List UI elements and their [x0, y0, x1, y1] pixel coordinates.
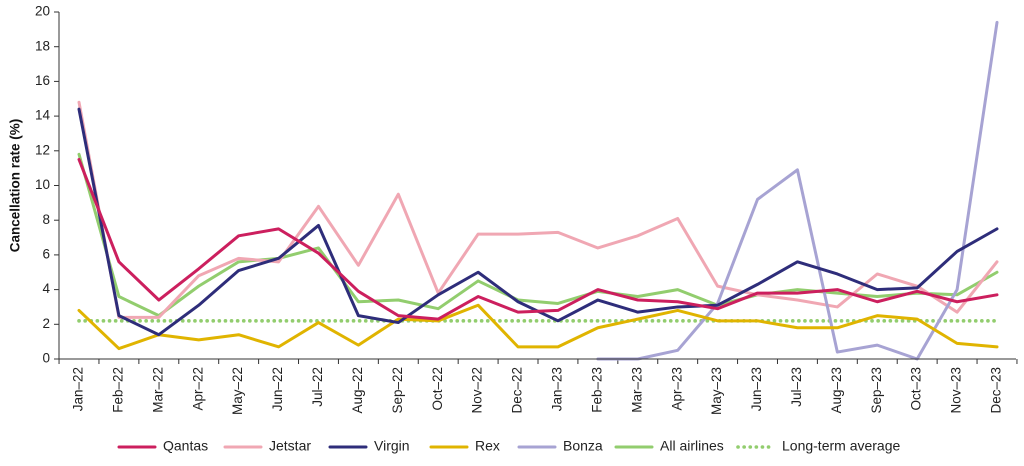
series-layer	[77, 20, 999, 361]
x-tick-label: Nov–23	[949, 367, 964, 414]
y-axis-title: Cancellation rate (%)	[8, 119, 23, 253]
legend-item-jetstar: Jetstar	[223, 438, 311, 454]
y-axis-ticks: 0 2 4 6 8 10 12 14 16 18 20	[35, 4, 59, 366]
x-tick-label: Oct–22	[430, 367, 445, 411]
y-tick-label: 6	[42, 246, 50, 261]
legend-label: Long-term average	[782, 438, 901, 454]
x-tick-label: Jan–23	[550, 367, 565, 411]
x-tick-label: Aug–22	[350, 367, 365, 414]
x-tick-label: Jan–22	[71, 367, 86, 411]
axes	[58, 12, 1016, 360]
legend-label: All airlines	[660, 438, 724, 454]
y-axis-title-group: Cancellation rate (%)	[8, 119, 23, 253]
x-tick-label: Sep–22	[390, 367, 405, 414]
y-tick-label: 4	[42, 281, 50, 296]
x-tick-label: Feb–22	[110, 367, 125, 413]
series-line-all-airlines	[77, 152, 999, 318]
x-tick-label: Jun–23	[749, 367, 764, 411]
legend-item-virgin: Virgin	[328, 438, 410, 454]
x-tick-label: Dec–22	[510, 367, 525, 414]
legend-label: Virgin	[374, 438, 410, 454]
x-tick-label: Apr–23	[669, 367, 684, 411]
y-tick-label: 8	[42, 212, 50, 227]
legend-item-all-airlines: All airlines	[614, 438, 724, 454]
y-tick-label: 14	[35, 108, 51, 123]
x-tick-label: Mar–22	[150, 367, 165, 413]
series-line-bonza	[596, 20, 999, 361]
legend-label: Qantas	[163, 438, 208, 454]
y-tick-label: 10	[35, 177, 50, 192]
x-tick-label: May–22	[230, 367, 245, 415]
legend-item-rex: Rex	[429, 438, 500, 454]
x-tick-label: Jul–23	[789, 367, 804, 407]
x-tick-label: May–23	[709, 367, 724, 415]
series-line-jetstar	[77, 100, 999, 319]
x-tick-label: Mar–23	[629, 367, 644, 413]
x-tick-label: Feb–23	[589, 367, 604, 413]
legend-label: Bonza	[563, 438, 603, 454]
legend-item-qantas: Qantas	[117, 438, 208, 454]
y-tick-label: 0	[42, 351, 50, 366]
x-tick-label: Sep–23	[869, 367, 884, 414]
legend-item-long-term-average: Long-term average	[736, 438, 901, 454]
x-tick-label: Nov–22	[470, 367, 485, 414]
series-line-qantas	[77, 157, 999, 321]
x-tick-label: Oct–23	[909, 367, 924, 411]
x-tick-label: Jun–22	[270, 367, 285, 411]
x-axis-ticks: Jan–22 Feb–22 Mar–22 Apr–22 May–22 Jun–22 Jul–…	[58, 359, 1018, 415]
x-tick-label: Dec–23	[989, 367, 1004, 414]
x-tick-label: Jul–22	[310, 367, 325, 407]
x-tick-label: Aug–23	[829, 367, 844, 414]
y-tick-label: 12	[35, 142, 50, 157]
legend-label: Jetstar	[269, 438, 311, 454]
series-line-rex	[77, 303, 999, 351]
y-tick-label: 2	[42, 316, 50, 331]
y-tick-label: 18	[35, 38, 50, 53]
legend: Qantas Jetstar Virgin Rex Bonza All airlines L…	[117, 438, 901, 454]
y-tick-label: 16	[35, 73, 50, 88]
x-tick-label: Apr–22	[190, 367, 205, 411]
legend-item-bonza: Bonza	[517, 438, 603, 454]
y-tick-label: 20	[35, 4, 50, 19]
legend-label: Rex	[475, 438, 500, 454]
